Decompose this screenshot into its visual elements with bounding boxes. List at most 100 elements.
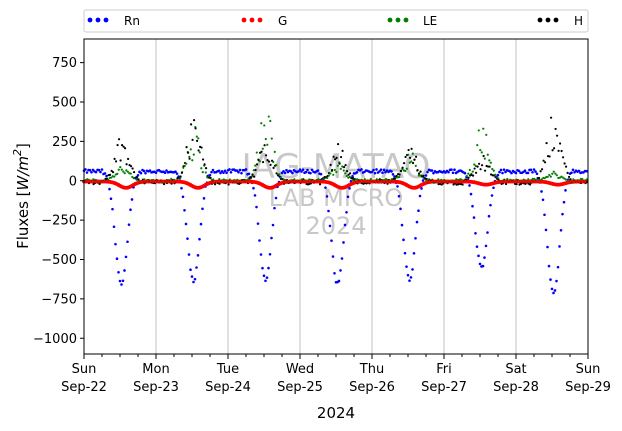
point-h: [333, 158, 337, 161]
point-rn: [210, 170, 213, 174]
y-axis-label-exp: 2: [11, 149, 24, 156]
point-rn: [340, 257, 344, 260]
point-rn: [240, 171, 243, 175]
point-rn: [280, 171, 284, 175]
point-h: [351, 176, 355, 180]
legend-label-h: H: [574, 14, 583, 28]
point-rn: [397, 194, 401, 198]
point-rn: [550, 287, 554, 291]
point-le: [555, 174, 558, 177]
point-rn: [400, 223, 404, 227]
point-rn: [492, 186, 495, 190]
point-h: [483, 169, 487, 172]
point-h: [488, 165, 491, 168]
legend-marker-h: [545, 17, 551, 23]
point-h: [558, 142, 562, 145]
point-rn: [316, 169, 320, 172]
point-rn: [331, 255, 335, 258]
point-rn: [229, 171, 233, 174]
point-rn: [558, 245, 561, 248]
point-h: [189, 123, 193, 126]
point-rn: [328, 224, 332, 228]
point-rn: [337, 279, 341, 283]
point-h: [515, 183, 518, 186]
point-rn: [183, 208, 186, 212]
point-le: [411, 152, 414, 155]
point-rn: [195, 266, 198, 269]
point-le: [263, 124, 266, 127]
point-rn: [228, 168, 231, 171]
point-h: [542, 159, 545, 162]
point-le: [261, 147, 264, 150]
point-le: [468, 168, 471, 172]
x-tick-label-date: Sep-29: [565, 380, 611, 395]
legend: Rn G LE H: [83, 9, 589, 33]
point-h: [539, 170, 542, 173]
point-rn: [324, 186, 327, 189]
point-rn: [208, 173, 212, 177]
point-rn: [415, 220, 419, 224]
point-le: [218, 178, 221, 181]
point-h: [116, 143, 119, 147]
point-le: [483, 157, 486, 160]
point-rn: [306, 168, 309, 172]
point-h: [336, 142, 340, 146]
point-rn: [111, 207, 114, 211]
point-le: [204, 171, 207, 174]
x-tick-label-date: Sep-22: [61, 380, 107, 395]
point-le: [264, 137, 267, 141]
point-rn: [259, 253, 263, 256]
point-h: [162, 182, 166, 186]
point-le: [339, 167, 342, 170]
point-h: [209, 176, 212, 179]
point-h: [551, 149, 554, 152]
y-tick-label: 500: [52, 96, 77, 111]
point-rn: [258, 239, 261, 242]
point-rn: [370, 170, 374, 174]
point-h: [261, 160, 265, 164]
plot-background: [84, 39, 588, 354]
point-rn: [325, 195, 329, 198]
point-rn: [291, 171, 294, 175]
y-axis-label-close: ]: [14, 143, 32, 149]
point-rn: [163, 171, 167, 175]
y-axis-label: Fluxes [W/m2]: [11, 143, 32, 249]
point-rn: [85, 171, 89, 174]
point-le: [474, 164, 477, 167]
point-rn: [351, 174, 354, 178]
point-rn: [265, 276, 269, 279]
point-rn: [475, 245, 479, 248]
point-h: [131, 167, 134, 170]
point-le: [549, 175, 552, 178]
point-le: [486, 153, 489, 156]
point-le: [278, 173, 281, 176]
point-rn: [235, 169, 239, 172]
point-rn: [193, 277, 197, 281]
point-rn: [517, 169, 521, 173]
point-h: [110, 169, 113, 172]
point-rn: [487, 214, 491, 218]
point-rn: [585, 169, 588, 173]
point-rn: [532, 168, 536, 171]
point-le: [492, 169, 495, 172]
legend-marker-le: [387, 17, 393, 23]
point-rn: [417, 209, 420, 213]
legend-marker-g: [257, 17, 263, 23]
point-h: [473, 167, 476, 170]
point-rn: [559, 228, 563, 232]
point-h: [482, 154, 485, 158]
point-h: [422, 174, 425, 177]
point-rn: [399, 207, 402, 211]
point-rn: [382, 168, 386, 172]
point-rn: [381, 171, 384, 175]
point-le: [488, 159, 491, 162]
point-h: [185, 145, 188, 149]
x-tick-label-date: Sep-24: [205, 380, 251, 395]
point-le: [494, 173, 497, 176]
point-rn: [372, 168, 375, 172]
point-h: [410, 147, 413, 150]
point-rn: [283, 171, 287, 175]
point-rn: [297, 170, 300, 173]
point-rn: [564, 189, 567, 192]
point-h: [348, 172, 352, 175]
